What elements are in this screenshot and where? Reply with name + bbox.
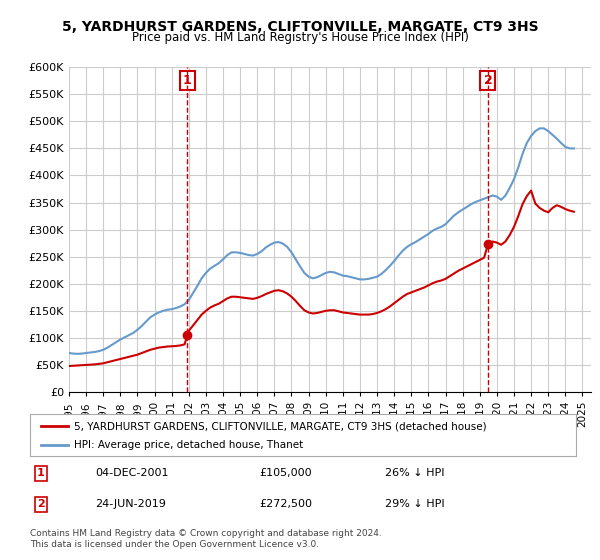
Text: 1: 1: [37, 468, 45, 478]
Text: 5, YARDHURST GARDENS, CLIFTONVILLE, MARGATE, CT9 3HS (detached house): 5, YARDHURST GARDENS, CLIFTONVILLE, MARG…: [74, 421, 487, 431]
Text: 2: 2: [484, 74, 493, 87]
Text: 2: 2: [37, 500, 45, 509]
Text: £272,500: £272,500: [259, 500, 313, 509]
Text: 1: 1: [183, 74, 192, 87]
Text: £105,000: £105,000: [259, 468, 312, 478]
Text: 04-DEC-2001: 04-DEC-2001: [95, 468, 169, 478]
Text: Price paid vs. HM Land Registry's House Price Index (HPI): Price paid vs. HM Land Registry's House …: [131, 31, 469, 44]
Text: 26% ↓ HPI: 26% ↓ HPI: [385, 468, 445, 478]
Text: 24-JUN-2019: 24-JUN-2019: [95, 500, 166, 509]
Text: 29% ↓ HPI: 29% ↓ HPI: [385, 500, 445, 509]
Text: HPI: Average price, detached house, Thanet: HPI: Average price, detached house, Than…: [74, 440, 303, 450]
Text: Contains HM Land Registry data © Crown copyright and database right 2024.
This d: Contains HM Land Registry data © Crown c…: [30, 529, 382, 549]
Text: 5, YARDHURST GARDENS, CLIFTONVILLE, MARGATE, CT9 3HS: 5, YARDHURST GARDENS, CLIFTONVILLE, MARG…: [62, 20, 538, 34]
